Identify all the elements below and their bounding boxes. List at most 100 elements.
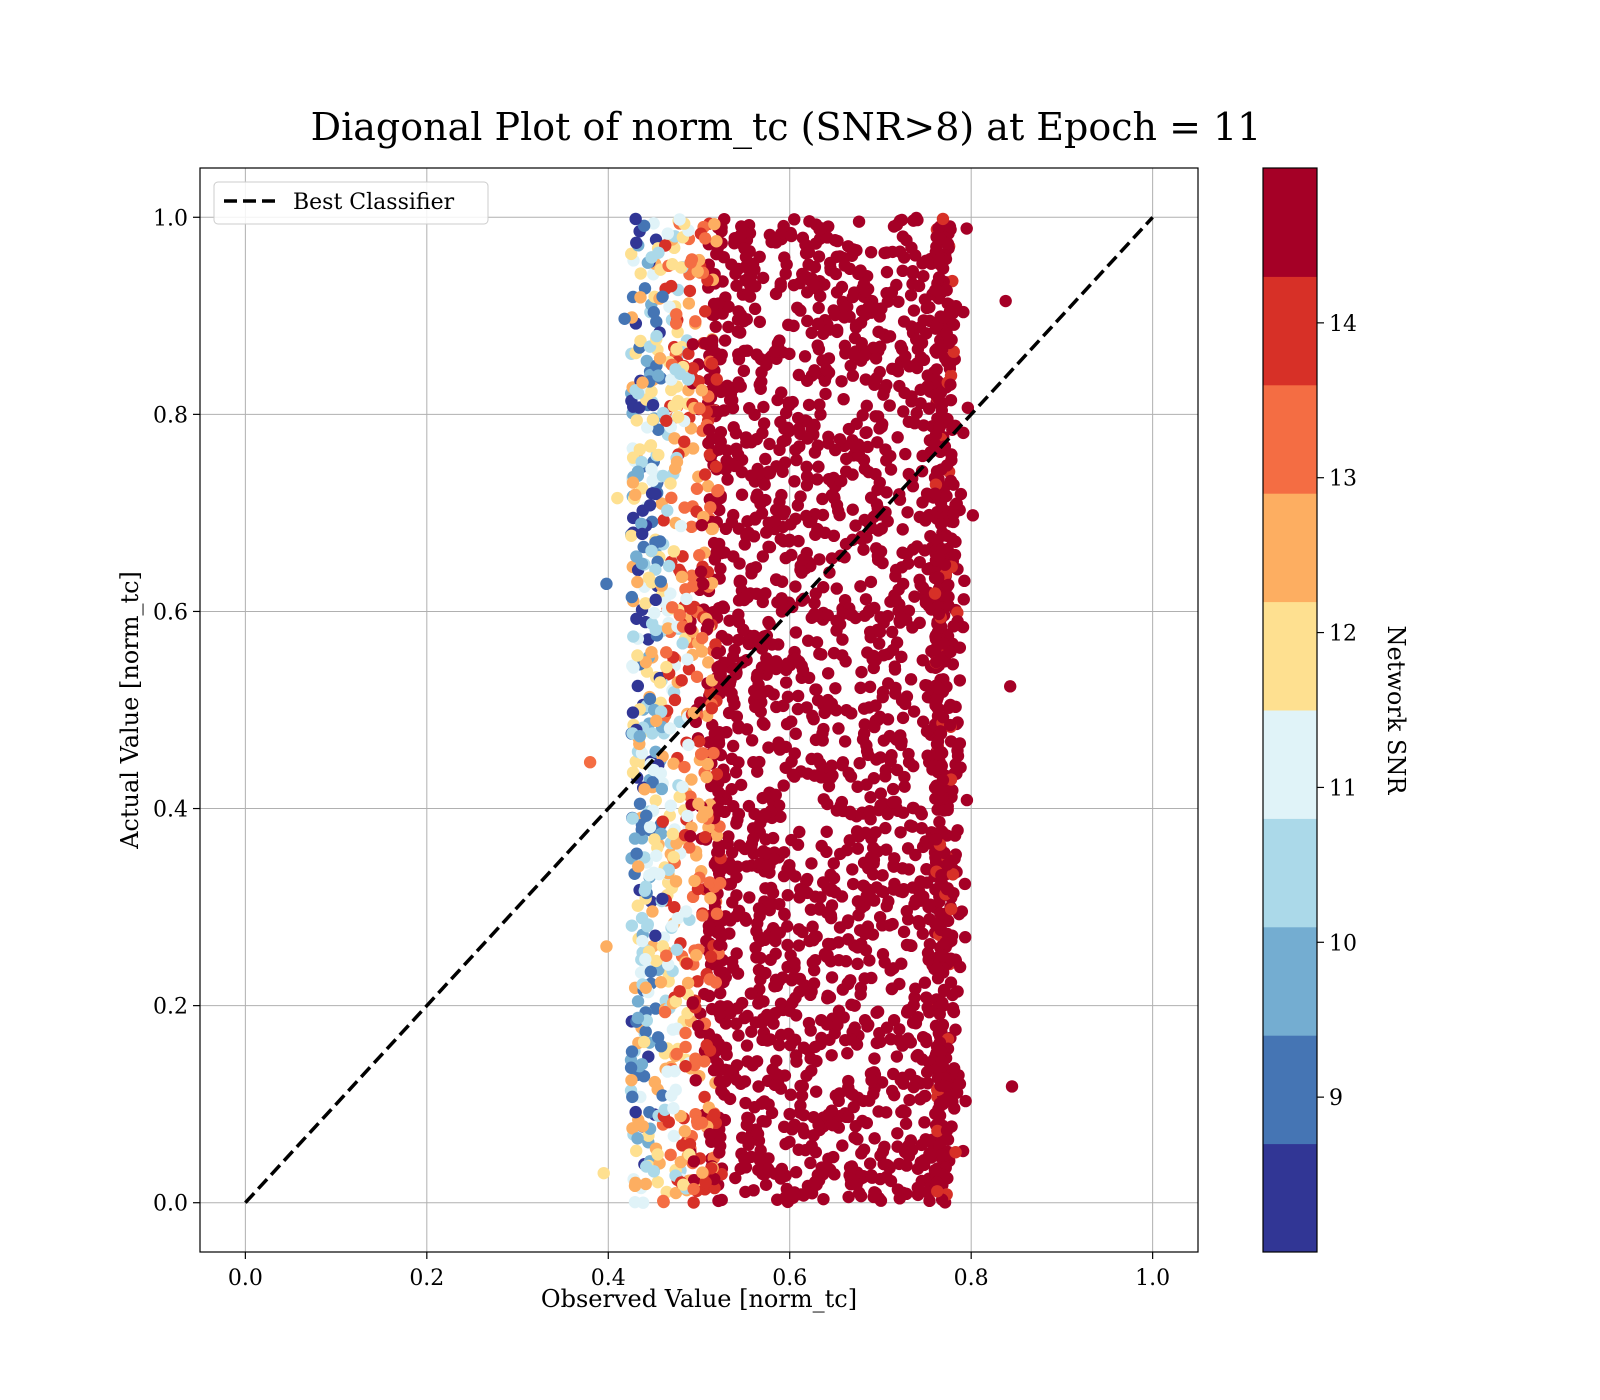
scatter-point — [951, 749, 965, 763]
scatter-point — [930, 283, 943, 297]
scatter-point — [757, 417, 771, 430]
scatter-point — [701, 479, 715, 493]
scatter-point — [730, 279, 743, 292]
scatter-point — [833, 847, 847, 861]
scatter-point — [803, 215, 816, 228]
scatter-point — [703, 1128, 716, 1141]
scatter-point — [844, 359, 857, 373]
scatter-point — [656, 469, 670, 483]
scatter-point — [733, 574, 747, 588]
scatter-point — [820, 825, 833, 838]
scatter-point — [884, 1174, 898, 1188]
scatter-point — [890, 1050, 904, 1063]
scatter-point — [751, 1127, 765, 1141]
scatter-point — [816, 492, 829, 506]
scatter-point — [714, 562, 727, 575]
scatter-point — [933, 421, 946, 434]
scatter-point — [822, 472, 836, 486]
scatter-point — [858, 972, 871, 985]
scatter-point — [652, 369, 665, 382]
scatter-point — [785, 833, 798, 847]
scatter-point — [833, 1087, 846, 1100]
scatter-point — [867, 341, 880, 355]
scatter-point — [800, 1069, 813, 1082]
scatter-point — [836, 1139, 849, 1152]
scatter-point — [879, 770, 892, 783]
scatter-point — [788, 475, 801, 488]
scatter-point — [821, 608, 834, 622]
scatter-point — [688, 874, 701, 888]
scatter-point — [872, 637, 886, 650]
scatter-point — [929, 833, 943, 846]
scatter-point — [839, 1033, 852, 1047]
colorbar-tick-label: 11 — [1329, 776, 1357, 801]
scatter-point — [882, 895, 895, 908]
scatter-point — [886, 362, 899, 376]
scatter-point — [706, 522, 719, 536]
scatter-point — [836, 633, 849, 646]
scatter-point — [751, 765, 764, 778]
scatter-point — [640, 809, 653, 822]
scatter-point — [816, 876, 830, 889]
scatter-point — [631, 1132, 644, 1145]
scatter-point — [891, 431, 904, 444]
scatter-point — [893, 1023, 906, 1036]
scatter-point — [629, 488, 642, 502]
scatter-point — [948, 548, 962, 562]
scatter-point — [860, 399, 873, 413]
scatter-point — [646, 905, 659, 918]
scatter-point — [789, 652, 802, 665]
scatter-point — [818, 526, 832, 540]
scatter-point — [773, 743, 787, 756]
scatter-point — [821, 992, 834, 1005]
scatter-point — [829, 267, 843, 281]
scatter-point — [939, 1094, 952, 1107]
scatter-point — [698, 1090, 711, 1104]
colorbar-segment — [1263, 601, 1317, 711]
scatter-point — [658, 1005, 672, 1019]
scatter-point — [730, 1017, 743, 1030]
scatter-point — [813, 398, 826, 411]
scatter-point — [872, 1105, 885, 1118]
scatter-point — [807, 712, 820, 726]
scatter-point — [678, 501, 691, 514]
scatter-point — [667, 850, 680, 864]
scatter-point — [902, 747, 915, 761]
scatter-point — [820, 1018, 834, 1031]
scatter-point — [633, 797, 647, 810]
scatter-point — [689, 315, 702, 328]
scatter-point — [864, 575, 878, 589]
scatter-point — [630, 1144, 643, 1158]
scatter-point — [865, 1074, 878, 1087]
scatter-point — [636, 376, 649, 389]
scatter-point — [907, 705, 921, 718]
scatter-point — [639, 981, 652, 994]
scatter-point — [674, 519, 688, 533]
scatter-point — [929, 851, 942, 864]
scatter-point — [883, 399, 896, 412]
scatter-point — [947, 1062, 961, 1075]
scatter-point — [904, 673, 918, 686]
scatter-point — [832, 953, 846, 967]
scatter-point — [789, 870, 802, 883]
scatter-point — [656, 940, 670, 953]
scatter-point — [771, 1068, 784, 1081]
scatter-point — [773, 1038, 786, 1052]
scatter-point — [934, 1045, 948, 1058]
scatter-point — [697, 578, 710, 591]
scatter-point — [944, 976, 958, 989]
scatter-point — [860, 889, 873, 902]
scatter-point — [751, 917, 764, 930]
scatter-point — [669, 875, 683, 888]
scatter-point — [704, 950, 718, 963]
scatter-point — [854, 1189, 868, 1203]
scatter-point — [800, 374, 814, 387]
scatter-point — [664, 1148, 677, 1162]
scatter-point — [673, 608, 686, 622]
scatter-point — [687, 1196, 700, 1209]
scatter-point — [881, 808, 894, 821]
scatter-point — [943, 305, 956, 319]
scatter-point — [750, 1055, 764, 1068]
scatter-point — [944, 474, 958, 488]
scatter-point — [935, 746, 948, 759]
